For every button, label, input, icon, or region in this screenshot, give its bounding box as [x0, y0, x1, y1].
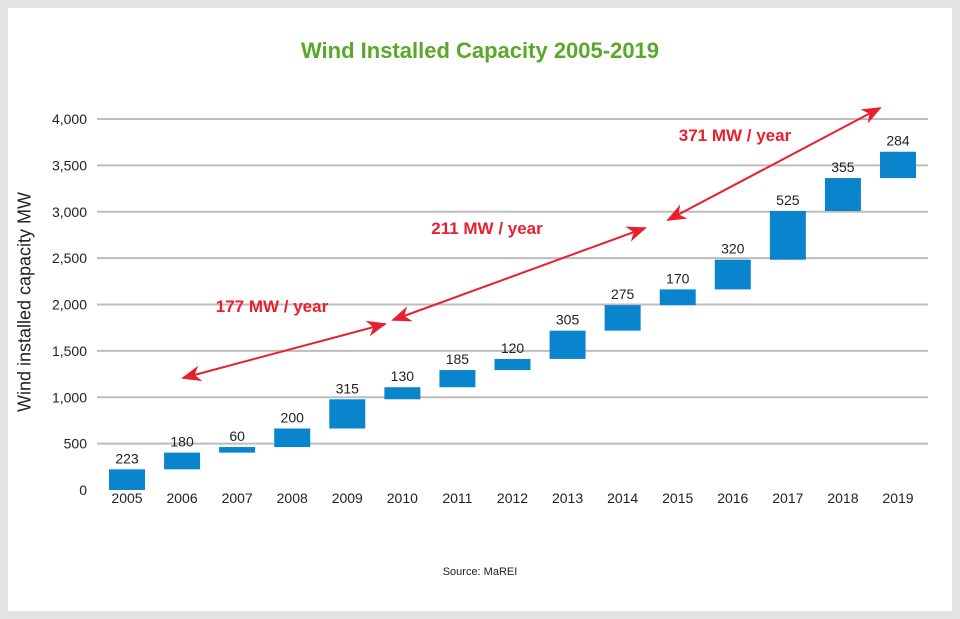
y-tick-label: 1,500: [52, 343, 87, 359]
x-tick-label: 2015: [662, 490, 693, 506]
bar-2017: [769, 211, 806, 260]
data-label: 275: [611, 286, 635, 302]
bar-2014: [604, 305, 641, 331]
x-tick-label: 2010: [387, 490, 418, 506]
x-tick-label: 2019: [882, 490, 913, 506]
bar-2010: [384, 387, 421, 400]
source-note: Source: MaREI: [442, 566, 518, 578]
x-tick-label: 2011: [442, 490, 472, 506]
x-tick-label: 2012: [497, 490, 528, 506]
bar-2012: [494, 358, 531, 371]
data-label: 355: [831, 159, 855, 175]
y-tick-label: 3,500: [52, 157, 87, 173]
x-tick-label: 2016: [717, 490, 748, 506]
y-tick-label: 3,000: [52, 204, 87, 220]
data-label: 180: [170, 434, 194, 450]
data-label: 284: [886, 133, 910, 149]
x-tick-label: 2007: [222, 490, 253, 506]
bar-2016: [714, 259, 751, 290]
bar-2013: [549, 330, 586, 359]
y-tick-label: 2,000: [52, 297, 87, 313]
y-tick-label: 0: [79, 482, 87, 498]
data-label: 170: [666, 270, 690, 286]
data-label: 223: [115, 450, 139, 466]
y-tick-label: 4,000: [52, 111, 87, 127]
data-label: 525: [776, 192, 800, 208]
x-tick-label: 2009: [332, 490, 363, 506]
bar-2015: [659, 289, 696, 306]
trend-annotation: 211 MW / year: [431, 219, 543, 238]
bar-2007: [219, 447, 256, 453]
data-label: 185: [446, 351, 470, 367]
bar-2019: [880, 151, 916, 179]
y-tick-label: 2,500: [52, 250, 87, 266]
y-tick-label: 1,000: [52, 389, 87, 405]
data-label: 200: [281, 410, 305, 426]
y-tick-label: 500: [64, 436, 88, 452]
trend-arrow: [181, 320, 387, 382]
chart-title: Wind Installed Capacity 2005-2019: [300, 38, 660, 63]
trend-arrow: [666, 107, 882, 221]
x-tick-label: 2005: [111, 490, 142, 506]
data-label: 120: [501, 340, 525, 356]
x-tick-label: 2013: [552, 490, 583, 506]
trend-annotation: 177 MW / year: [216, 297, 329, 316]
data-label: 130: [391, 368, 415, 384]
x-tick-label: 2018: [827, 490, 858, 506]
x-tick-label: 2008: [277, 490, 308, 506]
bar-2008: [274, 428, 311, 448]
bar-2006: [164, 452, 201, 470]
trend-annotation: 371 MW / year: [679, 126, 792, 145]
x-tick-label: 2014: [607, 490, 638, 506]
bar-2018: [824, 178, 861, 212]
x-tick-label: 2017: [772, 490, 803, 506]
data-label: 305: [556, 312, 580, 328]
x-tick-label: 2006: [166, 490, 197, 506]
data-label: 320: [721, 241, 745, 257]
trend-arrow: [391, 226, 647, 322]
data-label: 60: [229, 428, 245, 444]
bar-2009: [329, 399, 366, 429]
bar-2005: [109, 469, 145, 490]
data-label: 315: [336, 380, 360, 396]
bar-2011: [439, 370, 476, 388]
